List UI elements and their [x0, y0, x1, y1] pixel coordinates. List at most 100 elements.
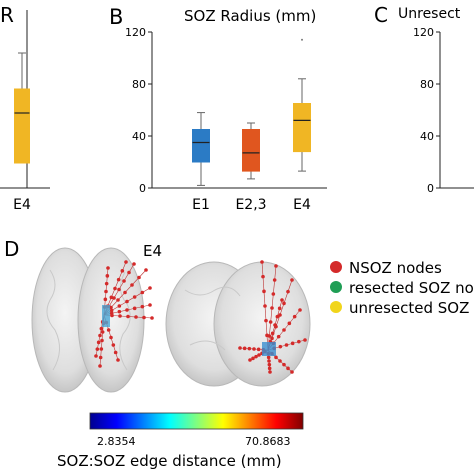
nsoz-node — [267, 359, 271, 363]
nsoz-node — [100, 338, 104, 343]
nsoz-node — [268, 370, 272, 374]
nsoz-node — [290, 341, 295, 346]
panel-c-title: Unresect — [398, 6, 461, 22]
panel-b-label: B — [109, 5, 123, 29]
nsoz-node — [282, 328, 286, 332]
nsoz-node — [124, 260, 128, 264]
nsoz-node — [99, 347, 104, 351]
nsoz-node — [274, 264, 278, 268]
nsoz-node — [275, 314, 280, 319]
nsoz-node — [276, 334, 281, 339]
nsoz-node — [286, 366, 290, 371]
nsoz-node — [148, 303, 152, 307]
nsoz-node — [264, 318, 268, 323]
panel-b-outlier — [301, 38, 303, 41]
legend-unresected-marker — [330, 301, 342, 313]
colorbar-title: SOZ:SOZ edge distance (mm) — [57, 452, 282, 470]
panel-a-box — [14, 88, 30, 164]
panel-a: R E4 — [0, 3, 50, 213]
nsoz-node — [262, 289, 266, 294]
nsoz-node — [261, 274, 265, 279]
nsoz-node — [137, 275, 141, 280]
legend-unresected-label: unresected SOZ — [349, 299, 469, 317]
nsoz-node — [109, 308, 114, 313]
nsoz-node — [284, 343, 289, 347]
nsoz-node — [148, 286, 152, 290]
nsoz-node — [251, 356, 255, 361]
panel-b: B SOZ Radius (mm) 0 40 80 120 E1 E2,3 E4 — [109, 5, 327, 213]
nsoz-node — [282, 362, 286, 367]
nsoz-node — [290, 278, 294, 282]
colorbar-max-label: 70.8683 — [245, 435, 291, 448]
nsoz-node — [111, 343, 116, 347]
nsoz-node — [297, 339, 301, 344]
panel-b-y-tick-label: 0 — [139, 182, 146, 195]
nsoz-node — [274, 355, 278, 360]
nsoz-node — [303, 338, 307, 342]
nsoz-node — [242, 346, 247, 351]
panel-b-y-tick-label: 80 — [132, 78, 146, 91]
nsoz-node — [116, 277, 121, 282]
nsoz-node — [272, 278, 277, 282]
nsoz-node — [113, 350, 118, 355]
nsoz-node — [105, 274, 110, 278]
nsoz-node — [267, 366, 272, 371]
nsoz-node — [142, 315, 146, 320]
nsoz-node — [118, 314, 122, 318]
nsoz-node — [117, 304, 122, 308]
nsoz-node — [110, 313, 114, 318]
panel-c-y-tick-label: 0 — [427, 182, 434, 195]
nsoz-node — [125, 308, 129, 312]
nsoz-node — [247, 346, 252, 351]
nsoz-node — [132, 295, 137, 299]
nsoz-node — [290, 370, 294, 374]
nsoz-node — [270, 306, 274, 310]
nsoz-node — [98, 355, 103, 360]
nsoz-node — [116, 358, 120, 362]
nsoz-node — [263, 304, 267, 308]
nsoz-node — [278, 359, 282, 363]
nsoz-node — [278, 344, 283, 349]
nsoz-node — [292, 314, 297, 319]
panel-c-y-tick-label: 120 — [413, 26, 434, 39]
panel-b-y-tick-label: 40 — [132, 130, 146, 143]
nsoz-node — [99, 326, 104, 331]
panel-b-y-tick-label: 120 — [125, 26, 146, 39]
legend-resected-marker — [330, 281, 342, 293]
nsoz-node — [123, 290, 127, 295]
nsoz-node — [273, 323, 277, 327]
nsoz-node — [298, 308, 302, 312]
panel-d-legend: NSOZ nodes resected SOZ no unresected SO… — [330, 259, 474, 317]
nsoz-node — [103, 297, 108, 302]
nsoz-node — [130, 283, 134, 287]
nsoz-node — [257, 353, 261, 357]
nsoz-node — [150, 316, 154, 320]
nsoz-node — [278, 313, 282, 317]
legend-nsoz-marker — [330, 261, 342, 273]
nsoz-node — [266, 355, 271, 360]
panel-d-label: D — [4, 237, 19, 261]
nsoz-node — [106, 328, 111, 332]
nsoz-node — [140, 304, 145, 309]
nsoz-node — [268, 320, 273, 324]
panel-b-box — [242, 129, 260, 172]
nsoz-node — [132, 306, 137, 311]
nsoz-node — [98, 333, 102, 338]
nsoz-node — [117, 287, 121, 292]
nsoz-node — [270, 331, 275, 336]
brain-top-view — [31, 247, 154, 393]
panel-c-y-tick-label: 40 — [420, 130, 434, 143]
nsoz-node — [260, 260, 264, 264]
nsoz-node — [271, 292, 276, 296]
panel-b-x-tick-label: E2,3 — [235, 197, 266, 213]
panel-c-y-tick-label: 80 — [420, 78, 434, 91]
nsoz-node — [256, 347, 261, 352]
panel-b-box — [192, 129, 210, 163]
nsoz-node — [98, 364, 102, 368]
nsoz-node — [287, 321, 292, 326]
panel-d: D E4 NSOZ nodes resected SOZ no unresect… — [4, 237, 474, 470]
soz-edge-cluster — [102, 305, 110, 327]
nsoz-node — [113, 286, 117, 291]
panel-d-subtitle: E4 — [143, 242, 162, 260]
